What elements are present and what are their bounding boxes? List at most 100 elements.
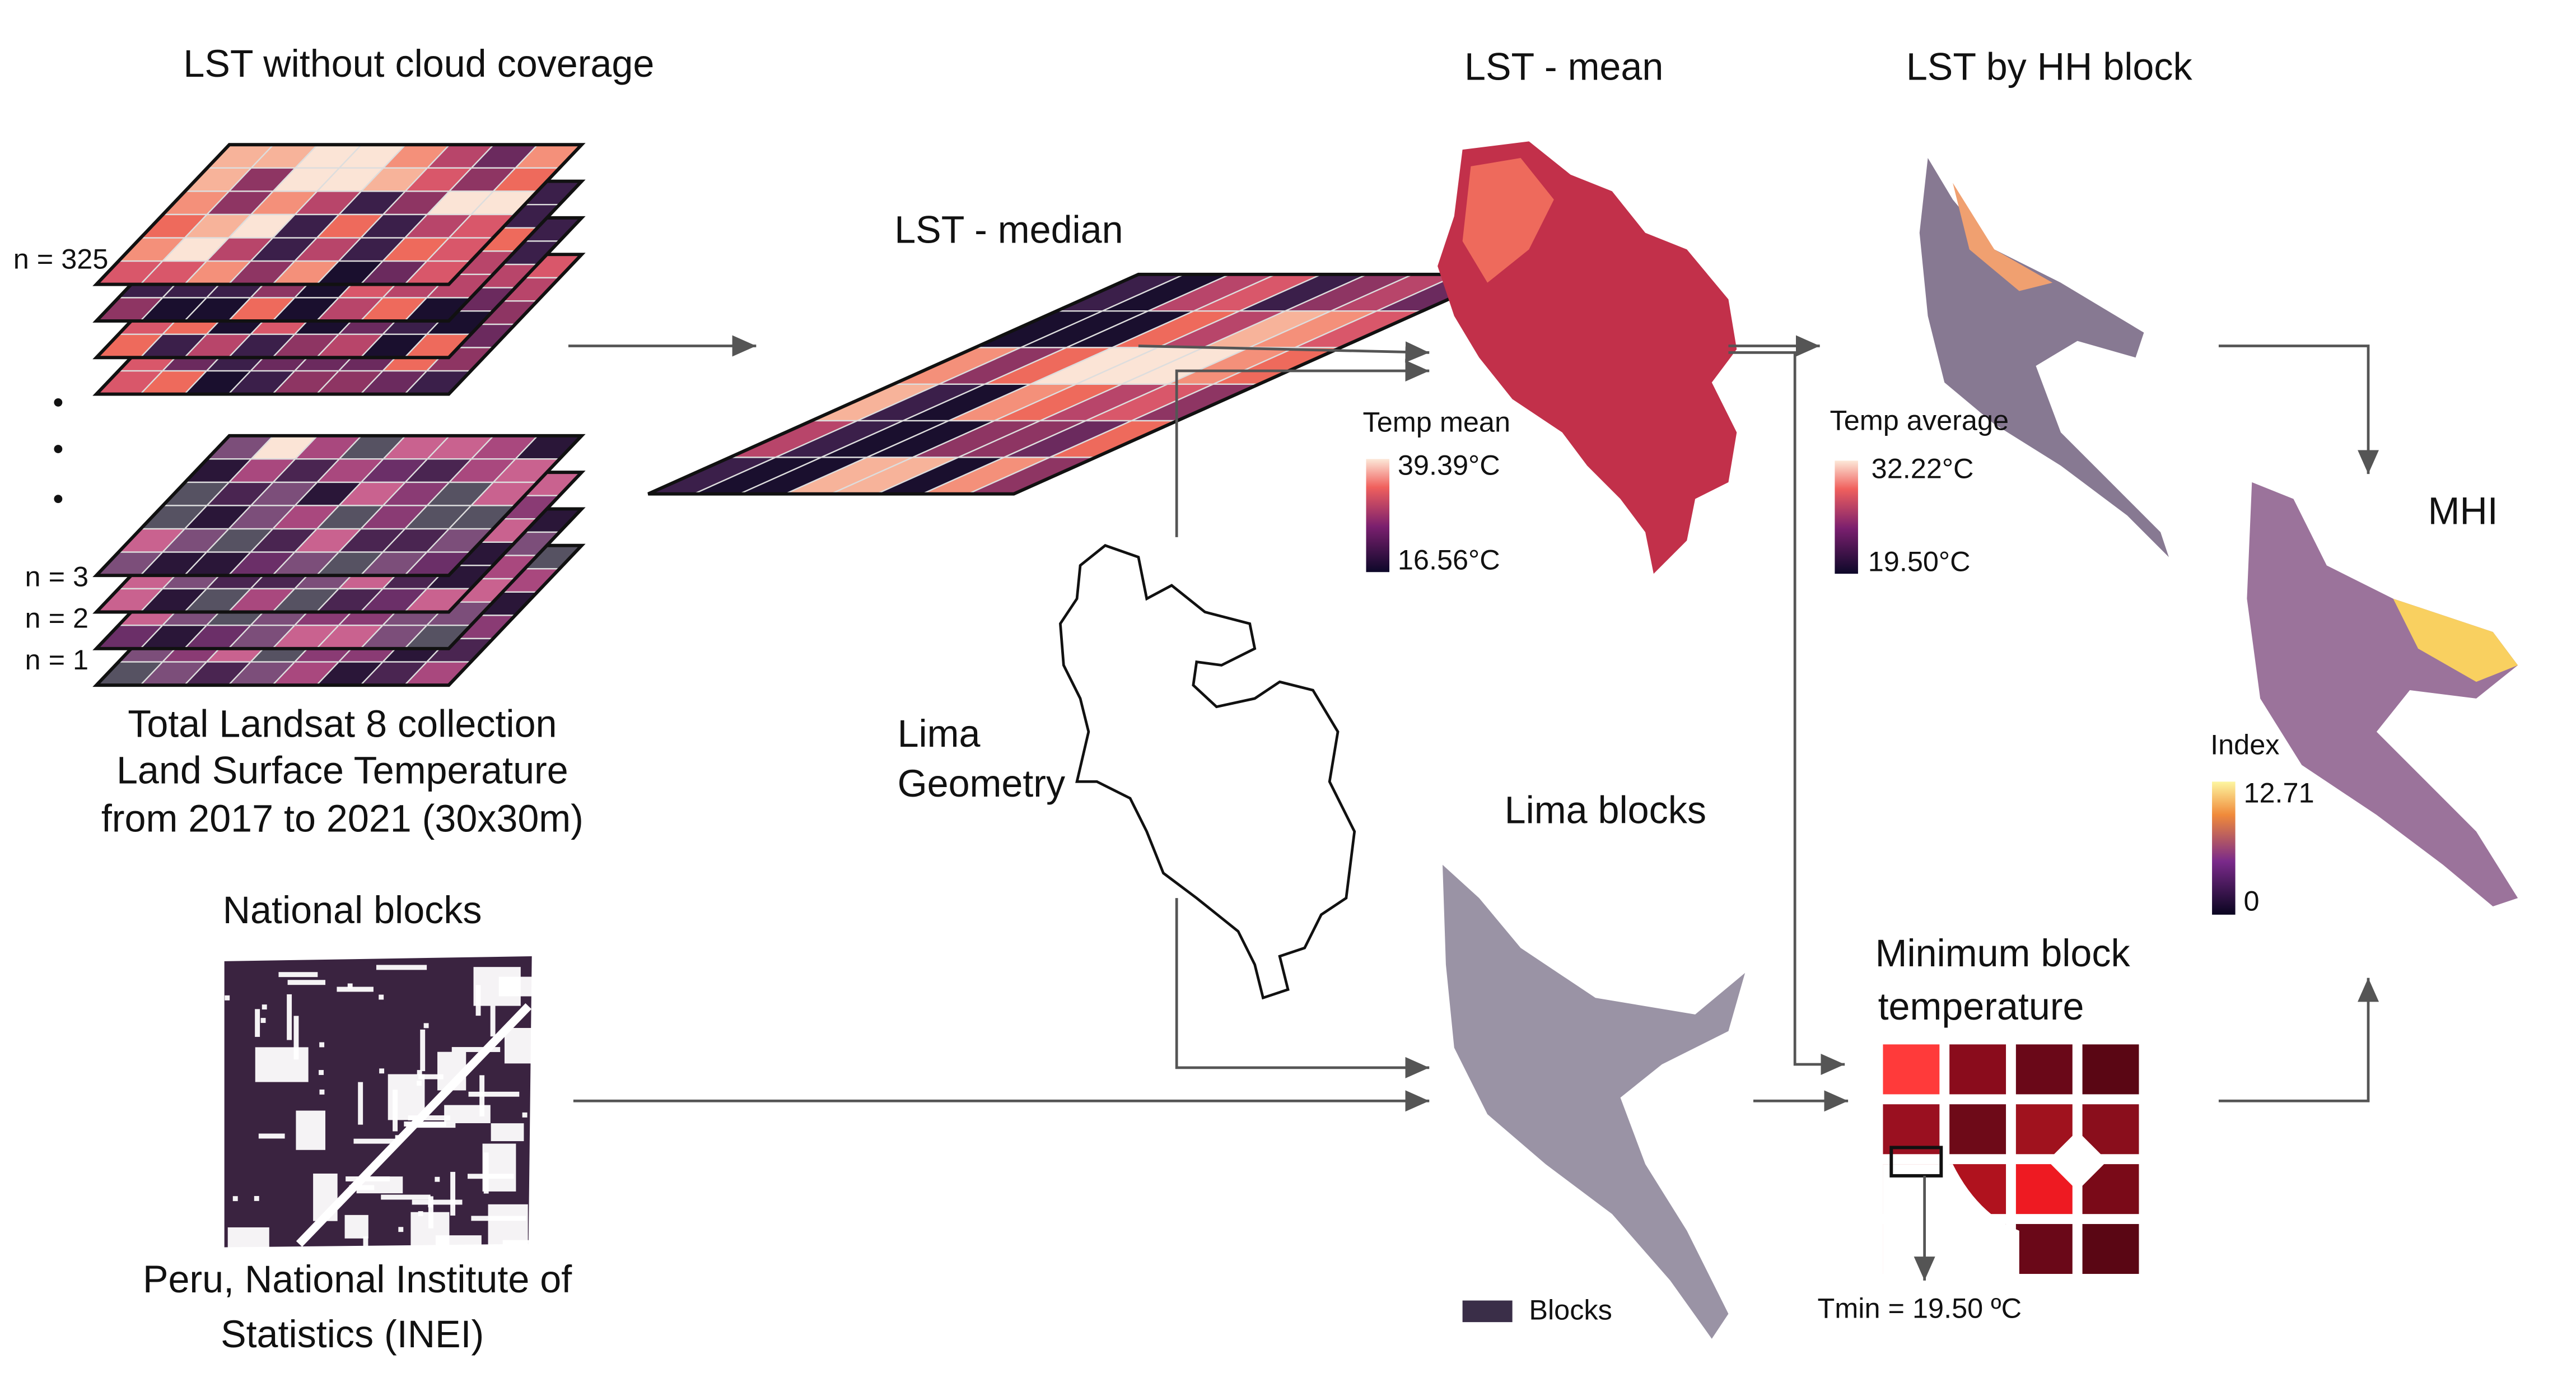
grid-border [92,143,586,286]
street [522,1112,528,1118]
street [406,1123,456,1128]
legend-label: 19.50°C [1868,546,1971,578]
legend-bar [1835,460,1858,574]
block-box [1889,1146,1943,1178]
arrow [1138,341,1430,363]
legend-label: Blocks [1529,1294,1612,1326]
street [296,1110,325,1150]
legend-label: 32.22°C [1872,452,1974,484]
street-diag [296,1003,532,1247]
block [2015,1044,2073,1095]
block [2082,1223,2139,1274]
street [379,1068,385,1074]
block [1949,1104,2006,1155]
artwork [54,141,2518,1339]
street [225,995,230,1001]
street [468,1091,520,1097]
street [260,1018,266,1023]
street [344,1215,368,1239]
street [376,965,427,970]
note: Tmin = 19.50 ºC [1817,1292,2022,1324]
map-mean-hi [1462,158,1554,283]
block [1949,1044,2006,1095]
street [450,1171,456,1216]
legend-bar [2212,781,2236,915]
layer-label: n = 325 [13,243,109,274]
street [258,1133,285,1139]
street [255,1009,260,1037]
title: Minimum block [1875,932,2131,975]
street [417,1070,422,1075]
dot [54,398,63,407]
street [287,980,326,985]
street [337,987,374,992]
street [363,1236,368,1276]
street [254,1195,259,1201]
dot [54,495,63,504]
title: LST without cloud coverage [183,43,654,85]
legend-label: 16.56°C [1398,544,1500,576]
title: MHI [2428,490,2498,532]
street [227,1227,269,1275]
title: Lima blocks [1505,789,1706,832]
street [490,1006,496,1037]
street [504,1027,559,1064]
legend-label: 39.39°C [1398,449,1500,481]
title: LST - median [894,209,1123,252]
street [262,1004,267,1010]
block-plaza [2047,1130,2108,1191]
street [428,1202,433,1208]
street [398,1227,404,1232]
label: Geometry [898,762,1066,805]
layer-label: n = 1 [25,644,89,676]
street [319,1070,324,1075]
street [379,994,384,1000]
arrow [2218,345,2379,474]
block [2015,1223,2073,1274]
street [255,1047,309,1082]
lima-outline [1058,544,1356,1000]
street [502,1240,550,1245]
block [1883,1044,1940,1095]
caption: from 2017 to 2021 (30x30m) [101,798,584,840]
street [293,1016,299,1060]
caption: Statistics (INEI) [221,1313,484,1356]
street [278,972,318,978]
block [2082,1044,2139,1095]
title: National blocks [223,889,482,932]
legend-title: Index [2210,728,2279,760]
label: Lima [898,713,981,755]
caption: Peru, National Institute of [143,1258,572,1301]
layer-label: n = 3 [25,560,89,592]
map-block-hot [1953,183,2053,291]
legend-label: 0 [2243,885,2259,916]
grid-border [92,434,586,578]
arrow [1728,351,1845,1075]
street [232,1196,238,1202]
map-mhi [2247,482,2518,906]
street [491,1123,524,1142]
street [347,983,353,989]
caption: Total Landsat 8 collection [128,702,557,745]
legend-label: 12.71 [2243,776,2314,808]
street [428,1196,433,1229]
street [388,1074,425,1120]
legend-bar [1366,459,1390,573]
arrow [2218,978,2379,1102]
street [319,1089,325,1095]
street [381,1194,431,1200]
legend-title: Temp average [1830,404,2009,436]
street [451,1047,501,1052]
dot [54,445,63,453]
street [479,1075,485,1116]
grid-border [647,272,1505,496]
street [418,1211,423,1216]
street [420,1029,426,1072]
caption: Land Surface Temperature [116,749,568,792]
street [412,1199,463,1205]
legend-title: Temp mean [1363,406,1510,438]
street [349,1185,375,1190]
map-mhi-hot [2393,598,2518,682]
street [358,1082,363,1125]
street [498,976,534,997]
